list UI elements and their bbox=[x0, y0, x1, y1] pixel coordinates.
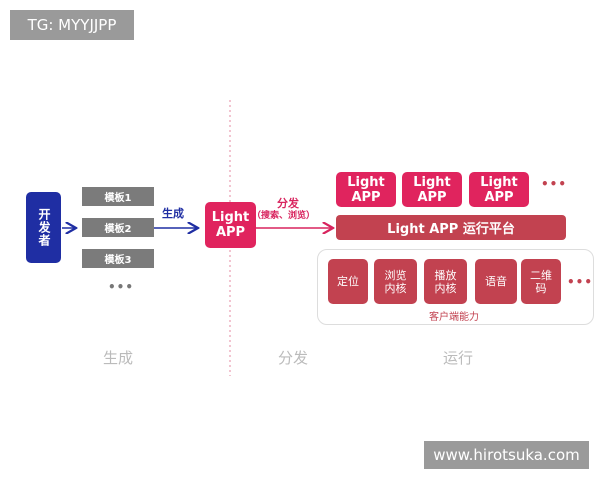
light-app-line1: Light bbox=[413, 174, 451, 190]
light-app-line2: APP bbox=[215, 225, 246, 240]
template-1: 模板1 bbox=[82, 187, 154, 206]
capabilities-more: ••• bbox=[567, 275, 594, 289]
light-app-line1: Light bbox=[480, 174, 518, 190]
capability-player-kernel: 播放 内核 bbox=[424, 259, 467, 304]
light-app-line2: APP bbox=[417, 189, 447, 205]
generate-label: 生成 bbox=[162, 207, 184, 220]
templates-more: ••• bbox=[108, 280, 135, 294]
watermark-site: www.hirotsuka.com bbox=[424, 441, 589, 469]
light-app-2: Light APP bbox=[402, 172, 462, 207]
stage-generate: 生成 bbox=[102, 349, 134, 367]
light-app-line1: Light bbox=[211, 210, 250, 225]
capability-location: 定位 bbox=[328, 259, 368, 304]
capability-browser-kernel: 浏览 内核 bbox=[374, 259, 417, 304]
stage-run: 运行 bbox=[442, 349, 474, 367]
light-apps-more: ••• bbox=[541, 177, 568, 191]
client-capabilities-box bbox=[317, 249, 594, 325]
light-app-3: Light APP bbox=[469, 172, 529, 207]
capability-qrcode: 二维 码 bbox=[521, 259, 561, 304]
light-app-line2: APP bbox=[484, 189, 514, 205]
template-3: 模板3 bbox=[82, 249, 154, 268]
capabilities-label: 客户端能力 bbox=[429, 312, 479, 323]
template-2: 模板2 bbox=[82, 218, 154, 237]
distribute-sub: （搜索、浏览） bbox=[252, 211, 316, 221]
light-app-box: Light APP bbox=[205, 202, 256, 248]
watermark-tg: TG: MYYJJPP bbox=[10, 10, 134, 40]
light-app-line2: APP bbox=[351, 189, 381, 205]
stage-distribute: 分发 bbox=[277, 349, 309, 367]
developer-box: 开发者 bbox=[26, 192, 61, 263]
light-app-1: Light APP bbox=[336, 172, 396, 207]
platform-bar: Light APP 运行平台 bbox=[336, 215, 566, 240]
light-app-line1: Light bbox=[347, 174, 385, 190]
capability-voice: 语音 bbox=[475, 259, 517, 304]
distribute-label: 分发 bbox=[277, 197, 299, 210]
